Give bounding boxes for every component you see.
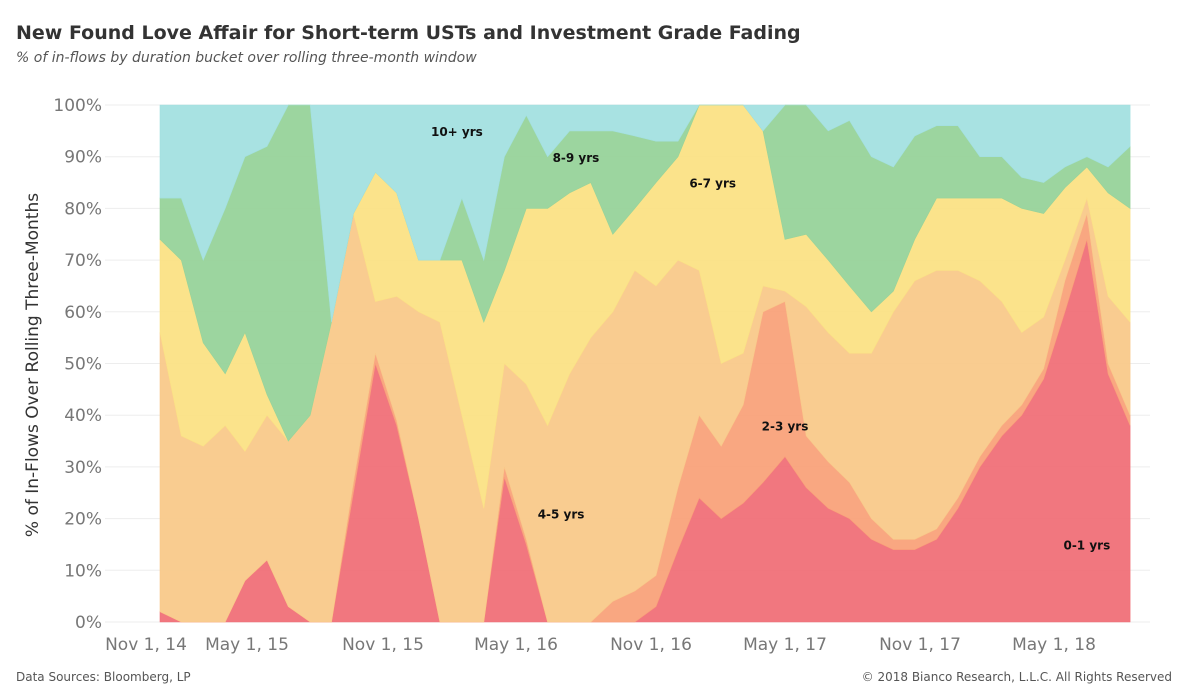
x-tick-label: May 1, 16 — [474, 635, 558, 655]
x-tick-label: May 1, 18 — [1012, 635, 1096, 655]
band-label: 10+ yrs — [431, 125, 483, 139]
x-tick-label: Nov 1, 16 — [610, 635, 692, 655]
band-label: 0-1 yrs — [1063, 539, 1110, 553]
y-axis-title: % of In-Flows Over Rolling Three-Months — [23, 193, 43, 537]
y-tick-label: 100% — [53, 96, 102, 116]
area-10plus-yrs — [159, 104, 1131, 323]
band-label: 4-5 yrs — [538, 508, 585, 522]
y-tick-label: 90% — [64, 148, 102, 168]
y-tick-label: 70% — [64, 251, 102, 271]
band-label: 8-9 yrs — [553, 151, 600, 165]
y-tick-label: 20% — [64, 510, 102, 530]
band-label: 6-7 yrs — [689, 177, 736, 191]
data-source: Data Sources: Bloomberg, LP — [16, 670, 191, 684]
chart-title: New Found Love Affair for Short-term UST… — [16, 22, 801, 44]
band-labels: 10+ yrs 8-9 yrs 6-7 yrs 2-3 yrs 4-5 yrs 0-1 y… — [431, 125, 1110, 553]
x-tick-label: May 1, 15 — [205, 635, 289, 655]
y-axis: 0% 10% 20% 30% 40% 50% 60% 70% 80% 90% 100% — [53, 96, 102, 633]
y-tick-label: 30% — [64, 458, 102, 478]
y-tick-label: 60% — [64, 303, 102, 323]
y-tick-label: 10% — [64, 561, 102, 581]
y-tick-label: 50% — [64, 355, 102, 375]
x-tick-label: Nov 1, 14 — [105, 635, 187, 655]
x-axis: Nov 1, 14 May 1, 15 Nov 1, 15 May 1, 16 Nov … — [105, 635, 1096, 655]
copyright: © 2018 Bianco Research, L.L.C. All Right… — [861, 670, 1172, 684]
y-tick-label: 80% — [64, 199, 102, 219]
x-tick-label: Nov 1, 15 — [342, 635, 424, 655]
area-series — [159, 104, 1131, 623]
x-tick-label: Nov 1, 17 — [879, 635, 961, 655]
x-tick-label: May 1, 17 — [743, 635, 827, 655]
y-tick-label: 40% — [64, 406, 102, 426]
chart-subtitle: % of in-flows by duration bucket over ro… — [16, 50, 477, 66]
y-tick-label: 0% — [75, 613, 102, 633]
band-label: 2-3 yrs — [762, 420, 809, 434]
